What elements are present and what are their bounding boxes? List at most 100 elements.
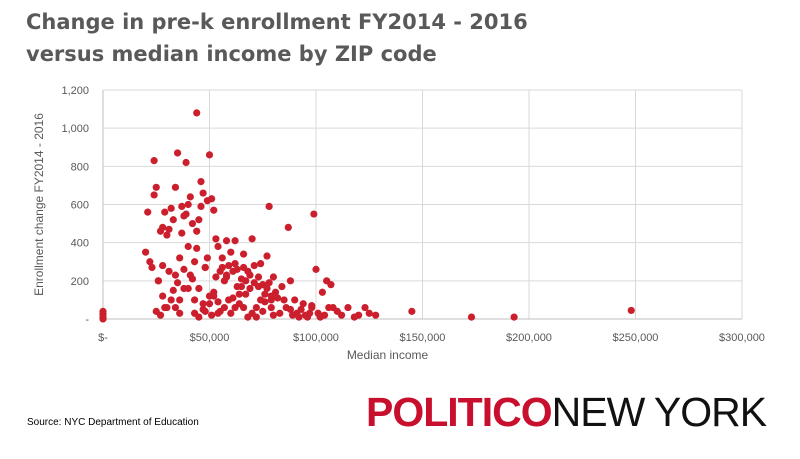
data-point <box>186 193 194 201</box>
data-point <box>197 178 205 186</box>
data-point <box>169 286 177 294</box>
data-point <box>227 309 235 317</box>
data-point <box>190 296 199 304</box>
data-point <box>233 265 241 273</box>
data-point <box>201 263 209 272</box>
data-point <box>361 303 369 312</box>
data-point <box>259 307 267 315</box>
y-tick-label: 1,200 <box>61 85 89 97</box>
data-point <box>246 271 254 279</box>
x-tick-label: $250,000 <box>613 332 659 344</box>
data-point <box>176 309 184 317</box>
data-point <box>267 292 275 300</box>
chart-title: Change in pre-k enrollment FY2014 - 2016… <box>26 10 528 66</box>
data-point <box>184 200 192 209</box>
data-points <box>99 109 635 323</box>
data-point <box>171 183 180 191</box>
data-point <box>203 254 211 262</box>
data-point <box>269 311 277 319</box>
data-point <box>159 292 167 300</box>
data-point <box>199 189 207 197</box>
data-point <box>254 273 263 281</box>
data-point <box>278 282 286 291</box>
x-tick-label: $- <box>98 332 108 344</box>
data-point <box>242 277 250 285</box>
data-point <box>299 300 307 308</box>
data-point <box>208 311 216 319</box>
data-point <box>197 202 205 211</box>
data-point <box>173 279 182 287</box>
x-tick-label: $200,000 <box>506 332 552 344</box>
x-axis-title: Median income <box>347 348 429 362</box>
data-point <box>163 303 171 312</box>
data-point <box>627 306 635 315</box>
data-point <box>212 235 220 243</box>
data-point <box>274 294 282 302</box>
data-point <box>252 313 260 321</box>
data-point <box>297 305 305 314</box>
data-point <box>167 204 175 212</box>
data-point <box>320 311 329 319</box>
logo-politico: POLITICO <box>366 389 553 435</box>
data-point <box>252 303 260 312</box>
axes <box>102 90 742 320</box>
data-point <box>159 261 167 270</box>
data-point <box>193 109 201 117</box>
data-point <box>208 195 216 203</box>
data-point <box>142 248 150 256</box>
data-point <box>280 296 288 304</box>
data-point <box>178 229 186 237</box>
data-point <box>152 183 160 191</box>
data-point <box>267 303 275 312</box>
data-point <box>205 300 214 308</box>
data-point <box>222 237 231 245</box>
data-point <box>291 296 299 304</box>
x-tick-label: $50,000 <box>190 332 230 344</box>
data-point <box>169 216 177 224</box>
data-point <box>182 158 190 167</box>
data-point <box>212 273 220 281</box>
tick-labels: - 200 400 600 800 1,000 1,200 $- $50,000 $100,000… <box>32 85 765 362</box>
data-point <box>327 281 335 289</box>
data-point <box>167 296 175 304</box>
y-tick-label: - <box>85 314 89 326</box>
x-tick-label: $150,000 <box>400 332 446 344</box>
data-point <box>510 313 518 321</box>
data-point <box>163 231 171 239</box>
gridlines <box>103 89 743 319</box>
data-point <box>173 149 182 157</box>
data-point <box>195 284 203 293</box>
data-point <box>265 279 273 287</box>
data-point <box>171 303 180 312</box>
data-point <box>199 300 207 308</box>
data-point <box>231 260 239 268</box>
data-point <box>148 263 156 272</box>
data-point <box>408 307 416 315</box>
y-tick-label: 600 <box>71 200 89 212</box>
data-point <box>467 313 476 321</box>
data-point <box>355 311 363 319</box>
data-point <box>205 151 214 159</box>
data-point <box>263 284 271 293</box>
data-point <box>306 309 314 317</box>
data-point <box>214 298 222 306</box>
data-point <box>193 227 201 235</box>
data-point <box>269 273 277 281</box>
y-tick-label: 800 <box>71 161 89 173</box>
brand-logo: POLITICONEW YORK <box>366 388 767 436</box>
data-point <box>144 208 152 216</box>
data-point <box>165 267 173 275</box>
data-point <box>229 294 237 302</box>
data-point <box>150 157 158 165</box>
data-point <box>235 290 243 298</box>
data-point <box>184 242 192 251</box>
data-point <box>286 277 295 285</box>
data-point <box>146 258 154 266</box>
data-point <box>180 284 188 293</box>
data-point <box>237 282 246 291</box>
data-point <box>180 265 188 273</box>
x-tick-label: $100,000 <box>293 332 339 344</box>
data-point <box>225 261 233 270</box>
data-point <box>188 219 197 228</box>
